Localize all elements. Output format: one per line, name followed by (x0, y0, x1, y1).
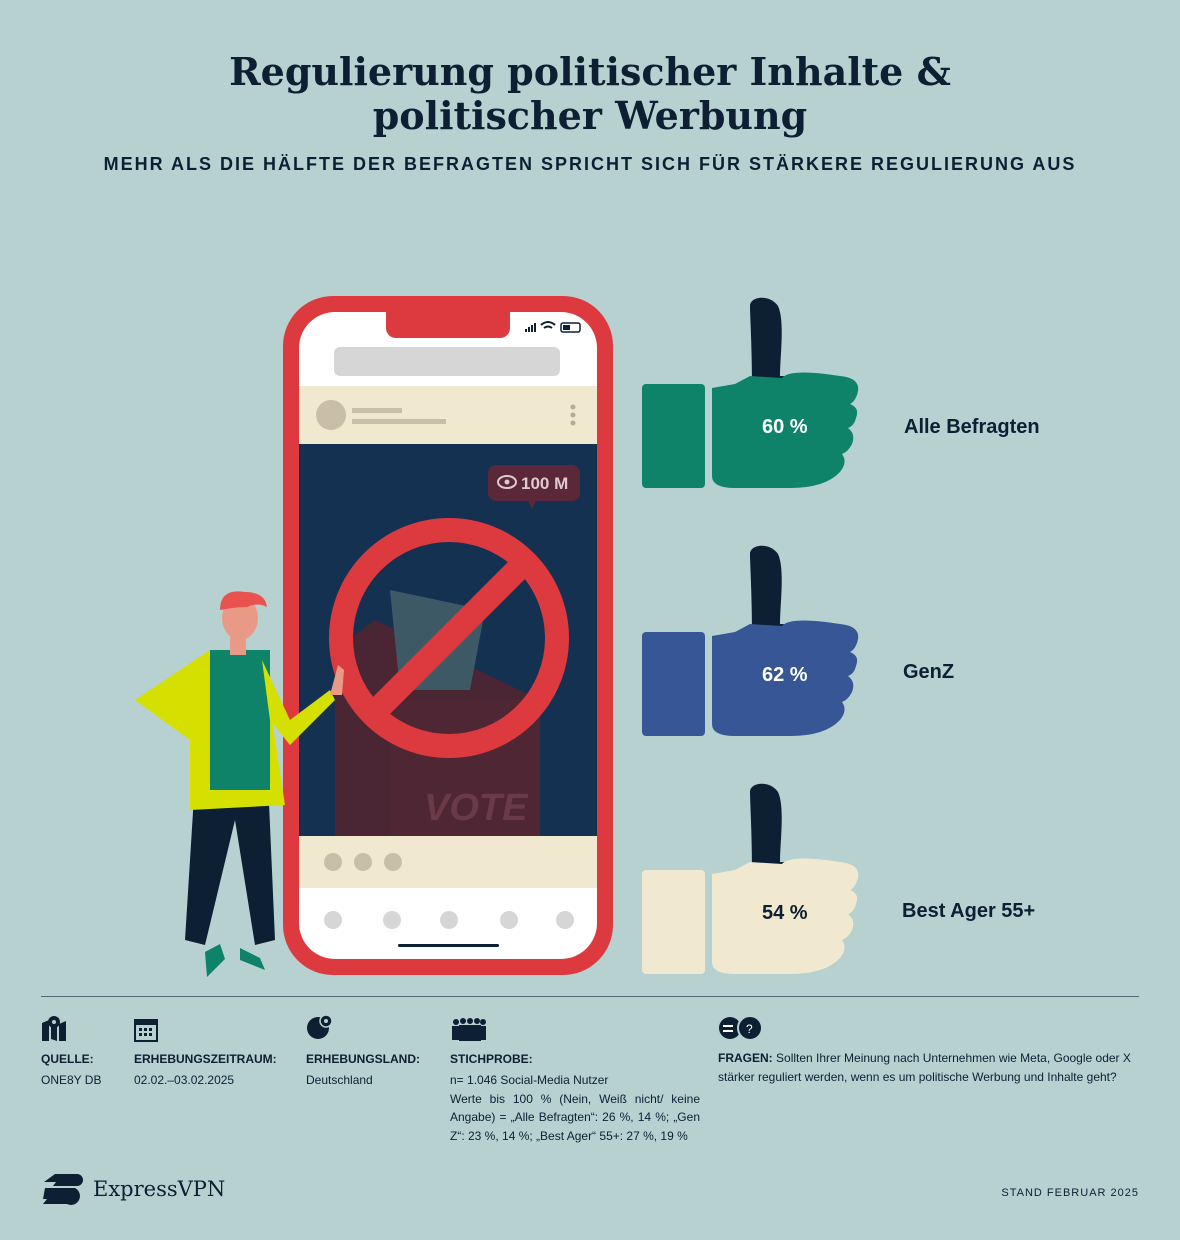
question: FRAGEN: Sollten Ihrer Meinung nach Unter… (718, 1051, 1131, 1084)
more-icon (570, 404, 576, 426)
home-indicator (398, 944, 499, 947)
ballot-text: VOTE (424, 787, 529, 829)
source-label: QUELLE: (41, 1052, 94, 1066)
thumbs-up-icon: 62 % (640, 544, 862, 739)
phone-notch (386, 300, 510, 338)
country-value: Deutschland (306, 1073, 373, 1087)
people-icon (452, 1018, 486, 1041)
subtitle: MEHR ALS DIE HÄLFTE DER BEFRAGTEN SPRICH… (103, 154, 1077, 174)
battery-icon (560, 322, 581, 333)
date-note: STAND FEBRUAR 2025 (1001, 1187, 1139, 1199)
source-value: ONE8Y DB (41, 1073, 102, 1087)
views-count: 100 M (521, 474, 568, 493)
globe-pin-icon (307, 1014, 333, 1039)
sample-value: n= 1.046 Social-Media Nutzer Werte bis 1… (450, 1073, 700, 1143)
eye-icon (497, 475, 517, 489)
brand-logo: ExpressVPN (41, 1172, 225, 1206)
period-label: ERHEBUNGSZEITRAUM: (134, 1052, 277, 1066)
thumbs-up-icon: 54 % (640, 782, 862, 977)
signal-icon (525, 323, 536, 332)
person-figure (135, 591, 344, 977)
map-pin-icon (42, 1016, 66, 1041)
sample-label: STICHPROBE: (450, 1052, 533, 1066)
category-label: GenZ (903, 661, 955, 683)
page-title: Regulierung politischer Inhalte & politi… (229, 49, 951, 138)
period-value: 02.02.–03.02.2025 (134, 1073, 235, 1087)
prohibited-icon (329, 518, 569, 758)
svg-text:?: ? (746, 1022, 753, 1036)
post-header (299, 386, 597, 444)
divider (41, 996, 1139, 997)
post-footer (299, 836, 597, 888)
percentage-value: 62 % (762, 664, 808, 686)
phone-illustration: VOTE 100 M (135, 296, 613, 977)
percentage-value: 54 % (762, 902, 808, 924)
thumbs-up-icon: 60 % (640, 296, 862, 491)
calendar-icon (134, 1019, 158, 1042)
country-label: ERHEBUNGSLAND: (306, 1052, 420, 1066)
category-label: Best Ager 55+ (902, 900, 1036, 922)
search-bar (334, 347, 560, 376)
category-label: Alle Befragten (904, 416, 1040, 438)
wifi-icon (540, 321, 556, 329)
nav-bar (324, 911, 574, 929)
chat-question-icon: ? (719, 1016, 763, 1041)
expressvpn-logo-icon (43, 1174, 83, 1205)
avatar (316, 400, 346, 430)
percentage-value: 60 % (762, 416, 808, 438)
